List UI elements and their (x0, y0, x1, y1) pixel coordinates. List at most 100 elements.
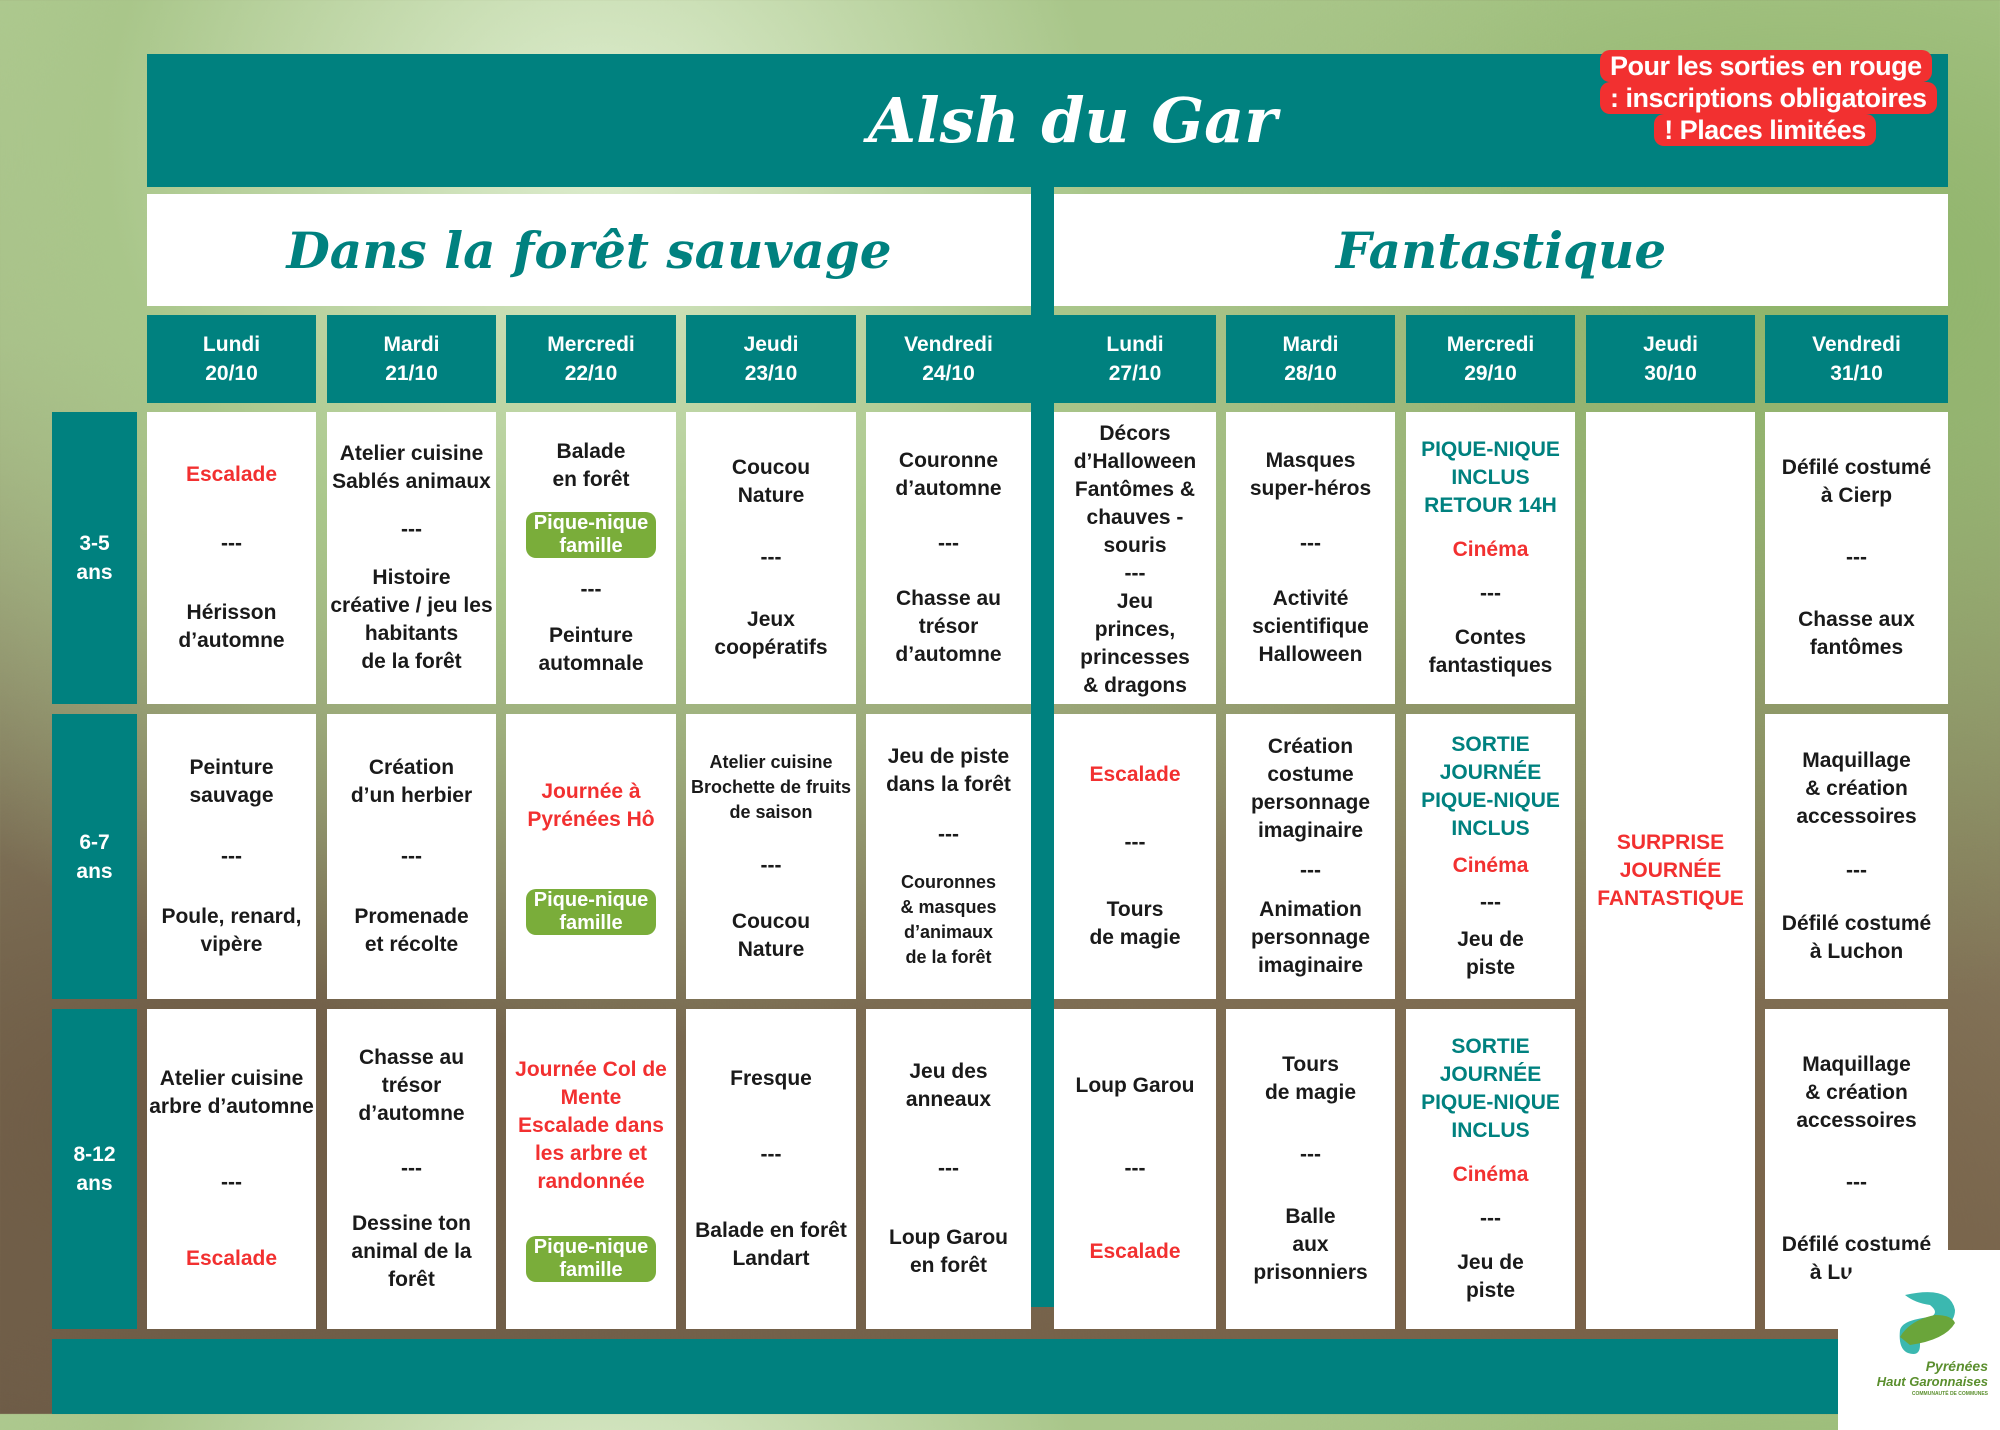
separator: --- (1480, 1207, 1501, 1230)
activity-cell: Peinture sauvage --- Poule, renard, vipère (147, 714, 316, 999)
day-header: Mercredi 29/10 (1406, 315, 1575, 403)
separator: --- (1300, 1143, 1321, 1166)
activity-text: Balade en forêt Landart (695, 1219, 847, 1270)
activity-text: PIQUE-NIQUE INCLUS RETOUR 14H (1421, 438, 1560, 517)
activity-cell: SORTIE JOURNÉE PIQUE-NIQUE INCLUS Cinéma -… (1406, 1009, 1575, 1329)
activity-cell: Atelier cuisine Brochette de fruits de s… (686, 714, 856, 999)
activity-text: Jeu princes, princesses & dragons (1080, 590, 1190, 697)
activity-text: Escalade (185, 463, 278, 486)
activity-text: Création d’un herbier (350, 756, 473, 808)
logo-icon (1899, 1292, 1955, 1354)
separator: --- (938, 1157, 959, 1180)
activity-text: Activité scientifique Halloween (1252, 587, 1369, 666)
picnic-badge: Pique-nique famille (525, 512, 657, 558)
week-divider (1031, 187, 1054, 1307)
age-group-label: 6-7 ans (52, 714, 137, 999)
activity-cell: Journée à Pyrénées Hô Pique-nique famille (506, 714, 676, 999)
separator: --- (1846, 1171, 1867, 1194)
activity-cell: Atelier cuisine arbre d’automne --- Escala… (147, 1009, 316, 1329)
footer-bar (52, 1339, 1862, 1414)
activity-text: Escalade (1089, 763, 1181, 787)
activity-text: Hérisson d’automne (178, 601, 285, 652)
activity-cell: Création costume personnage imaginaire --… (1226, 714, 1395, 999)
activity-text: Couronnes & masques d’animaux de la forê… (900, 871, 997, 967)
activity-text: Chasse au trésor d’automne (895, 587, 1002, 666)
separator: --- (1124, 1157, 1146, 1180)
day-header: Vendredi 24/10 (866, 315, 1031, 403)
activity-cell: Escalade --- Hérisson d’automne (147, 412, 316, 704)
activity-text: Tours de magie (1089, 897, 1181, 949)
separator: --- (221, 1171, 242, 1194)
registration-notice: Pour les sorties en rouge : inscriptions… (1600, 50, 1937, 146)
activity-cell: Loup Garou --- Escalade (1054, 1009, 1216, 1329)
activity-text: Escalade (1089, 1240, 1181, 1263)
page-title: Alsh du Gar (867, 84, 1278, 157)
age-group-label: 8-12 ans (52, 1009, 137, 1329)
theme-week-1: Dans la forêt sauvage (147, 194, 1031, 306)
activity-text: Masques super-héros (1249, 449, 1372, 500)
activity-text: Maquillage & création accessoires (1796, 1053, 1917, 1132)
day-header: Lundi 20/10 (147, 315, 316, 403)
separator: --- (1480, 582, 1501, 605)
activity-cell: Maquillage & création accessoires --- Défi… (1765, 714, 1948, 999)
day-header: Jeudi 23/10 (686, 315, 856, 403)
activity-cell: Journée Col de Mente Escalade dans les a… (506, 1009, 676, 1329)
picnic-badge: Pique-nique famille (525, 889, 657, 936)
activity-text: Loup Garou en forêt (889, 1226, 1008, 1277)
day-header: Mardi 21/10 (327, 315, 496, 403)
activity-cell: Défilé costumé à Cierp --- Chasse aux fant… (1765, 412, 1948, 704)
activity-cell: Chasse au trésor d’automne --- Dessine ton… (327, 1009, 496, 1329)
activity-text: Journée Col de Mente Escalade dans les a… (515, 1058, 667, 1194)
age-group-label: 3-5 ans (52, 412, 137, 704)
activity-text: Dessine ton animal de la forêt (351, 1212, 472, 1291)
activity-text: Contes fantastiques (1428, 626, 1553, 677)
separator: --- (221, 844, 242, 868)
activity-text: Histoire créative / jeu les habitants de… (330, 566, 493, 673)
separator: --- (938, 822, 959, 846)
separator: --- (401, 518, 422, 541)
activity-cell: Couronne d’automne --- Chasse au trésor d’… (866, 412, 1031, 704)
day-header: Mercredi 22/10 (506, 315, 676, 403)
activity-text: Journée à Pyrénées Hô (527, 779, 655, 831)
activity-text: Jeu des anneaux (905, 1060, 992, 1111)
separator: --- (1300, 532, 1321, 555)
activity-text: Atelier cuisine Brochette de fruits de s… (690, 751, 852, 822)
separator: --- (580, 578, 602, 601)
activity-cell: Masques super-héros --- Activité scientifi… (1226, 412, 1395, 704)
separator: --- (1846, 546, 1867, 569)
activity-cell: Jeu des anneaux --- Loup Garou en forêt (866, 1009, 1031, 1329)
activity-text: Chasse au trésor d’automne (358, 1046, 465, 1125)
separator: --- (401, 844, 422, 868)
activity-text: Peinture sauvage (189, 756, 274, 808)
activity-text: Animation personnage imaginaire (1250, 897, 1371, 977)
separator: --- (1480, 891, 1501, 914)
activity-text: Jeu de piste dans la forêt (886, 745, 1011, 797)
separator: --- (760, 1143, 782, 1166)
activity-text: Fresque (730, 1067, 812, 1090)
activity-text: Création costume personnage imaginaire (1250, 735, 1371, 843)
activity-cell: Création d’un herbier --- Promenade et réc… (327, 714, 496, 999)
activity-cell: Décors d’Halloween Fantômes & chauves -s… (1054, 412, 1216, 704)
activity-text: Escalade (185, 1247, 278, 1270)
picnic-badge: Pique-nique famille (525, 1235, 657, 1282)
day-header: Lundi 27/10 (1054, 315, 1216, 403)
activity-cell: Balade en forêt Pique-nique famille --- Pei… (506, 412, 676, 704)
activity-cell: Atelier cuisine Sablés animaux --- Histoir… (327, 412, 496, 704)
activity-text: Coucou Nature (731, 456, 811, 507)
activity-text: Tours de magie (1264, 1053, 1357, 1104)
theme-week-2: Fantastique (1054, 194, 1948, 306)
activity-text: Loup Garou (1075, 1074, 1195, 1097)
activity-cell: Tours de magie --- Balle aux prisonniers (1226, 1009, 1395, 1329)
separator: --- (1124, 562, 1146, 585)
activity-text: Promenade et récolte (354, 904, 469, 956)
activity-text: Jeux coopératifs (714, 608, 828, 659)
separator: --- (401, 1157, 422, 1180)
activity-cell: SURPRISE JOURNÉE FANTASTIQUE (1586, 412, 1755, 1329)
activity-text: Jeu de piste (1457, 1251, 1524, 1302)
day-header: Mardi 28/10 (1226, 315, 1395, 403)
activity-text: Balle aux prisonniers (1253, 1205, 1368, 1284)
activity-text: SURPRISE JOURNÉE FANTASTIQUE (1597, 830, 1744, 910)
activity-text: Atelier cuisine arbre d’automne (149, 1067, 314, 1118)
activity-text: Maquillage & création accessoires (1796, 749, 1917, 829)
activity-text: Atelier cuisine Sablés animaux (332, 442, 491, 493)
